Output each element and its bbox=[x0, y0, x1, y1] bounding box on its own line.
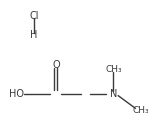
Text: HO: HO bbox=[9, 89, 24, 99]
Text: CH₃: CH₃ bbox=[105, 65, 122, 74]
Text: N: N bbox=[110, 89, 117, 99]
Text: Cl: Cl bbox=[29, 11, 38, 21]
Text: H: H bbox=[30, 30, 38, 40]
Text: O: O bbox=[53, 60, 60, 70]
Text: CH₃: CH₃ bbox=[133, 106, 149, 115]
